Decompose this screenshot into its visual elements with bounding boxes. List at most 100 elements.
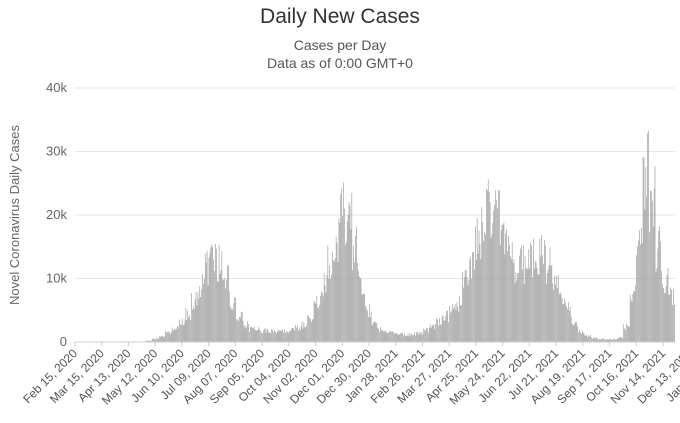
y-tick-label: 30k: [46, 144, 67, 159]
bar: [472, 252, 473, 342]
bar: [446, 311, 448, 342]
bar: [569, 310, 570, 342]
bar: [626, 323, 627, 342]
bar: [378, 328, 379, 342]
bar: [431, 326, 433, 342]
bar: [624, 328, 625, 342]
bar: [615, 339, 616, 342]
bar: [544, 239, 545, 342]
bar: [268, 333, 270, 342]
bar: [230, 309, 232, 342]
bar: [342, 216, 343, 342]
bar: [510, 259, 512, 342]
bar: [352, 269, 354, 342]
bar: [323, 273, 325, 342]
bar: [665, 286, 667, 342]
bar: [426, 327, 427, 342]
bar: [373, 322, 375, 342]
bar: [568, 302, 569, 342]
bar: [180, 324, 181, 342]
bar: [362, 295, 364, 342]
bar: [590, 335, 591, 342]
bar: [169, 334, 171, 342]
bar: [663, 288, 664, 342]
bar: [167, 332, 168, 342]
bar: [546, 273, 548, 342]
bar: [286, 331, 287, 342]
bar: [324, 285, 326, 342]
bar: [341, 188, 343, 342]
bar: [563, 304, 565, 342]
bar: [481, 206, 483, 342]
bar: [476, 218, 478, 342]
bar: [462, 271, 463, 342]
bar: [529, 268, 531, 342]
bar: [327, 245, 329, 342]
bar: [181, 318, 183, 342]
bar: [186, 320, 188, 342]
bar: [394, 333, 396, 342]
bar: [196, 305, 198, 342]
bar: [294, 330, 295, 342]
bar: [396, 333, 398, 342]
bar: [463, 287, 464, 342]
bar: [560, 294, 562, 342]
bar: [640, 228, 642, 342]
bar: [253, 326, 255, 342]
bar: [499, 245, 501, 342]
bar: [185, 308, 187, 342]
bar: [217, 281, 219, 342]
bar: [588, 335, 590, 342]
chart-title: Daily New Cases: [260, 5, 420, 28]
bar: [312, 319, 314, 342]
bar: [161, 335, 163, 342]
bar: [146, 340, 148, 342]
bar: [645, 167, 647, 342]
bar: [205, 262, 207, 342]
bar: [380, 330, 382, 342]
bar: [262, 333, 263, 342]
bar: [332, 251, 333, 342]
bar: [260, 331, 261, 342]
bar: [545, 283, 547, 342]
bar: [423, 328, 425, 342]
bar: [587, 337, 589, 342]
bar: [606, 339, 608, 342]
bar: [488, 191, 490, 342]
bar: [200, 296, 201, 342]
bar: [502, 224, 504, 342]
bar: [600, 339, 601, 342]
bar: [646, 196, 648, 342]
bar: [629, 294, 631, 342]
bar: [225, 288, 226, 342]
bar: [320, 295, 321, 342]
bar: [556, 275, 557, 342]
bar: [303, 322, 305, 342]
bar: [612, 339, 613, 342]
bar: [298, 327, 300, 342]
bar: [580, 332, 581, 342]
bar: [558, 294, 560, 342]
bar: [668, 294, 670, 342]
bar: [452, 308, 454, 342]
bar: [598, 339, 600, 342]
bar: [385, 331, 387, 342]
bar: [649, 232, 650, 342]
bar: [223, 279, 225, 342]
bar: [310, 322, 312, 342]
bar: [486, 188, 487, 342]
bar: [487, 179, 489, 342]
bar: [430, 327, 432, 342]
bar: [475, 226, 476, 342]
bar: [175, 329, 177, 342]
bar: [398, 334, 400, 342]
bar: [266, 328, 268, 342]
bar: [357, 263, 358, 342]
bar: [591, 337, 592, 342]
bar: [439, 318, 440, 342]
bar: [346, 221, 348, 342]
bar: [491, 234, 493, 342]
bar: [299, 329, 301, 342]
bar: [251, 326, 252, 342]
bar: [339, 222, 341, 342]
